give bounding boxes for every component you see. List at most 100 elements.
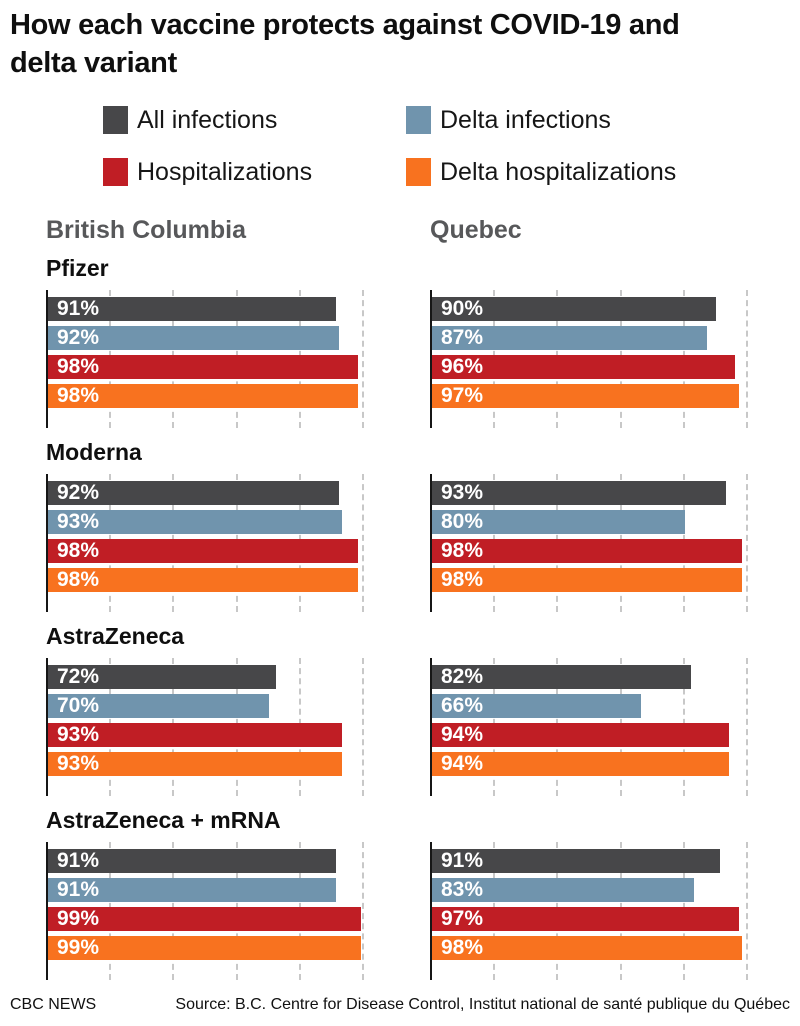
bar-value-label: 92%: [57, 326, 100, 349]
gridline-100-pct: [362, 658, 364, 796]
page-title-line2: delta variant: [10, 47, 177, 79]
bar-all-infections: 91%: [432, 849, 720, 873]
bar-hospitalizations: 97%: [432, 907, 739, 931]
bar-value-label: 98%: [57, 355, 100, 378]
bar-plot-british-columbia: 72% 70% 93% 93%: [46, 658, 364, 796]
bar-hospitalizations: 93%: [48, 723, 342, 747]
bar-hospitalizations: 98%: [48, 539, 358, 563]
bar-value-label: 91%: [57, 297, 100, 320]
gridline-100-pct: [746, 290, 748, 428]
legend-item-all-infections: All infections: [103, 106, 406, 134]
page-title-line1: How each vaccine protects against COVID-…: [10, 9, 680, 41]
bar-delta-infections: 92%: [48, 326, 339, 350]
legend-swatch-all-infections: [103, 106, 128, 134]
bar-value-label: 66%: [441, 694, 484, 717]
vaccine-label-astrazeneca-mrna: AstraZeneca + mRNA: [46, 807, 281, 833]
bar-delta-hospitalizations: 98%: [432, 568, 742, 592]
bar-plot-british-columbia: 91% 91% 99% 99%: [46, 842, 364, 980]
legend-item-delta-hospitalizations: Delta hospitalizations: [406, 158, 800, 186]
gridline-100-pct: [362, 474, 364, 612]
bar-delta-infections: 83%: [432, 878, 695, 902]
bar-value-label: 97%: [441, 384, 484, 407]
vaccine-label-pfizer: Pfizer: [46, 255, 109, 281]
bar-hospitalizations: 98%: [432, 539, 742, 563]
footer: CBC NEWS Source: B.C. Centre for Disease…: [10, 996, 790, 1014]
bar-value-label: 99%: [57, 907, 100, 930]
bar-delta-hospitalizations: 99%: [48, 936, 361, 960]
bar-all-infections: 90%: [432, 297, 717, 321]
plots-row-moderna: 92% 93% 98% 98% 93% 80% 98% 98%: [46, 474, 800, 612]
bar-value-label: 93%: [57, 723, 100, 746]
bar-delta-infections: 93%: [48, 510, 342, 534]
vaccine-block-moderna: Moderna 92% 93% 98% 98% 93% 80% 98% 98%: [46, 439, 800, 612]
bar-value-label: 91%: [441, 849, 484, 872]
legend-label: All infections: [137, 106, 278, 134]
bar-value-label: 98%: [441, 539, 484, 562]
plots-row-astrazeneca: 72% 70% 93% 93% 82% 66% 94% 94%: [46, 658, 800, 796]
bar-all-infections: 91%: [48, 849, 336, 873]
bar-value-label: 83%: [441, 878, 484, 901]
bar-hospitalizations: 99%: [48, 907, 361, 931]
bar-value-label: 98%: [57, 568, 100, 591]
bar-value-label: 98%: [57, 384, 100, 407]
bar-value-label: 96%: [441, 355, 484, 378]
bar-value-label: 93%: [57, 752, 100, 775]
bar-plot-quebec: 93% 80% 98% 98%: [430, 474, 748, 612]
bar-value-label: 99%: [57, 936, 100, 959]
gridline-100-pct: [362, 842, 364, 980]
brand-label: CBC NEWS: [10, 996, 97, 1013]
bar-delta-infections: 80%: [432, 510, 685, 534]
plots-row-pfizer: 91% 92% 98% 98% 90% 87% 96% 97%: [46, 290, 800, 428]
column-headers: British Columbia Quebec: [46, 216, 800, 244]
bar-value-label: 70%: [57, 694, 100, 717]
bar-delta-infections: 66%: [432, 694, 641, 718]
column-header-quebec: Quebec: [430, 216, 522, 244]
bar-delta-hospitalizations: 97%: [432, 384, 739, 408]
bar-plot-quebec: 90% 87% 96% 97%: [430, 290, 748, 428]
bar-value-label: 98%: [441, 936, 484, 959]
bar-value-label: 93%: [57, 510, 100, 533]
vaccine-block-astrazeneca-mrna: AstraZeneca + mRNA 91% 91% 99% 99% 91% 83% 97% 9…: [46, 807, 800, 980]
bar-value-label: 80%: [441, 510, 484, 533]
bar-delta-hospitalizations: 94%: [432, 752, 730, 776]
bar-value-label: 98%: [57, 539, 100, 562]
bar-delta-hospitalizations: 93%: [48, 752, 342, 776]
legend: All infections Delta infections Hospitaliz…: [103, 106, 800, 186]
bar-delta-infections: 87%: [432, 326, 707, 350]
bar-value-label: 91%: [57, 849, 100, 872]
page-title: How each vaccine protects against COVID-…: [10, 6, 790, 82]
bar-delta-infections: 91%: [48, 878, 336, 902]
bar-value-label: 82%: [441, 665, 484, 688]
bar-hospitalizations: 94%: [432, 723, 730, 747]
vaccine-label-astrazeneca: AstraZeneca: [46, 623, 185, 649]
legend-swatch-hospitalizations: [103, 158, 128, 186]
bar-all-infections: 92%: [48, 481, 339, 505]
legend-swatch-delta-infections: [406, 106, 431, 134]
bar-value-label: 94%: [441, 752, 484, 775]
vaccine-block-astrazeneca: AstraZeneca 72% 70% 93% 93% 82% 66% 94% 94%: [46, 623, 800, 796]
source-attribution: Source: B.C. Centre for Disease Control,…: [175, 996, 790, 1013]
legend-item-hospitalizations: Hospitalizations: [103, 158, 406, 186]
legend-label: Delta hospitalizations: [440, 158, 677, 186]
bar-all-infections: 91%: [48, 297, 336, 321]
bar-all-infections: 82%: [432, 665, 692, 689]
bar-value-label: 91%: [57, 878, 100, 901]
legend-swatch-delta-hospitalizations: [406, 158, 431, 186]
legend-label: Delta infections: [440, 106, 611, 134]
charts: British Columbia Quebec Pfizer 91% 92% 98% 9…: [46, 216, 800, 980]
bar-plot-quebec: 91% 83% 97% 98%: [430, 842, 748, 980]
bar-value-label: 72%: [57, 665, 100, 688]
bar-all-infections: 93%: [432, 481, 726, 505]
bar-delta-hospitalizations: 98%: [48, 384, 358, 408]
bar-value-label: 93%: [441, 481, 484, 504]
plots-row-astrazeneca-mrna: 91% 91% 99% 99% 91% 83% 97% 98%: [46, 842, 800, 980]
bar-hospitalizations: 96%: [432, 355, 736, 379]
column-header-british-columbia: British Columbia: [46, 216, 247, 244]
bar-value-label: 98%: [441, 568, 484, 591]
bar-hospitalizations: 98%: [48, 355, 358, 379]
bar-all-infections: 72%: [48, 665, 276, 689]
bar-delta-infections: 70%: [48, 694, 270, 718]
bar-value-label: 90%: [441, 297, 484, 320]
bar-value-label: 97%: [441, 907, 484, 930]
gridline-100-pct: [746, 842, 748, 980]
